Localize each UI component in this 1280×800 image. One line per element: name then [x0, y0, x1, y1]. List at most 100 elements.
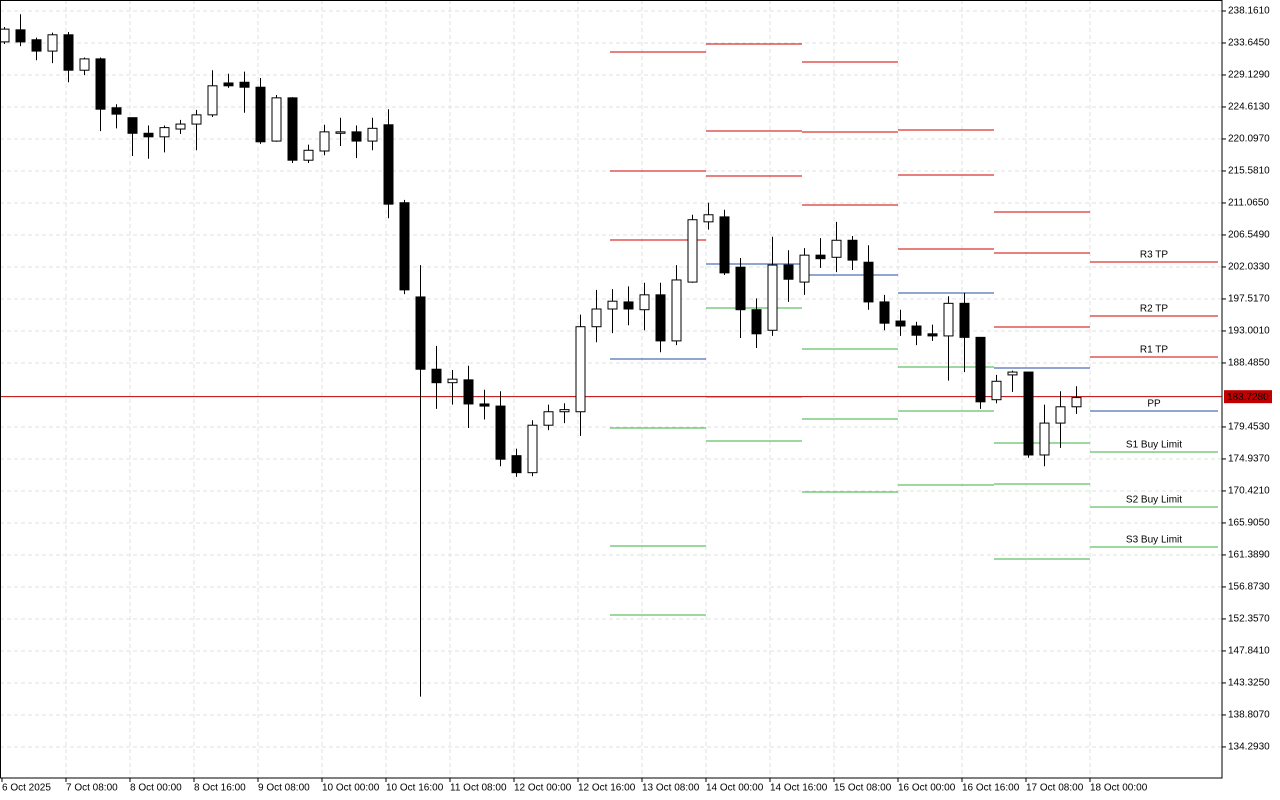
candle-body — [15, 29, 26, 43]
y-tick-label: 147.8410 — [1228, 646, 1270, 657]
candle-body — [63, 34, 74, 71]
candle-body — [895, 320, 906, 327]
candle-body — [831, 239, 842, 258]
y-tick-label: 202.0330 — [1228, 262, 1270, 273]
candle-body — [31, 39, 42, 52]
candle-body — [495, 405, 506, 460]
y-tick-label: 143.3250 — [1228, 678, 1270, 689]
candle-body — [479, 403, 490, 407]
candle-body — [159, 127, 170, 138]
candle-body — [751, 309, 762, 335]
candle-body — [223, 82, 234, 87]
x-tick-label: 17 Oct 08:00 — [1026, 783, 1084, 794]
y-tick-label: 229.1290 — [1228, 70, 1270, 81]
pivot-label: R1 TP — [1140, 345, 1168, 356]
y-tick-label: 138.8070 — [1228, 710, 1270, 721]
candle-body — [911, 325, 922, 336]
x-tick-label: 6 Oct 2025 — [2, 783, 51, 794]
candle-body — [79, 58, 90, 71]
candle-body — [335, 131, 346, 134]
y-tick-label: 206.5490 — [1228, 230, 1270, 241]
candle-body — [399, 202, 410, 291]
y-tick-label: 197.5170 — [1228, 294, 1270, 305]
candle-body — [671, 279, 682, 342]
candle-body — [655, 294, 666, 342]
candle-body — [271, 97, 282, 142]
y-tick-label: 193.0010 — [1228, 326, 1270, 337]
candle-body — [591, 308, 602, 328]
candle-body — [527, 424, 538, 474]
y-tick-label: 156.8730 — [1228, 582, 1270, 593]
candle-body — [255, 86, 266, 143]
y-tick-label: 165.9050 — [1228, 518, 1270, 529]
candle-body — [1055, 406, 1066, 424]
x-tick-label: 14 Oct 00:00 — [706, 783, 764, 794]
candle-body — [127, 117, 138, 134]
x-tick-label: 12 Oct 16:00 — [578, 783, 636, 794]
candle-body — [719, 216, 730, 274]
pivot-label: S3 Buy Limit — [1126, 535, 1182, 546]
candle-body — [1071, 397, 1082, 408]
candle-body — [783, 264, 794, 280]
y-tick-label: 188.4850 — [1228, 358, 1270, 369]
candle-body — [1039, 422, 1050, 456]
candle-body — [415, 296, 426, 370]
candle-body — [383, 124, 394, 205]
candle-body — [95, 58, 106, 110]
x-tick-label: 8 Oct 16:00 — [194, 783, 246, 794]
candle-body — [1023, 371, 1034, 456]
candle-body — [143, 132, 154, 138]
candle-body — [111, 107, 122, 115]
candle-body — [847, 239, 858, 261]
x-tick-label: 9 Oct 08:00 — [258, 783, 310, 794]
x-tick-label: 12 Oct 00:00 — [514, 783, 572, 794]
candle-body — [863, 261, 874, 303]
x-tick-label: 16 Oct 16:00 — [962, 783, 1020, 794]
candle-body — [287, 97, 298, 161]
axes-layer: 238.1610 233.6450 229.1290 224.6130 220.0970… — [1, 6, 1272, 794]
x-tick-label: 14 Oct 16:00 — [770, 783, 828, 794]
marks-layer: R3 TP R2 TP R1 TP PP S1 Buy Limit S2 Buy Limi… — [0, 14, 1222, 697]
candle-body — [239, 81, 250, 88]
candle-body — [303, 149, 314, 161]
y-tick-label: 170.4210 — [1228, 486, 1270, 497]
candle-body — [463, 379, 474, 405]
candle-body — [975, 336, 986, 403]
candle-body — [767, 264, 778, 331]
x-tick-label: 15 Oct 08:00 — [834, 783, 892, 794]
pivot-label: R2 TP — [1140, 304, 1168, 315]
candle-body — [367, 127, 378, 142]
candle-body — [687, 219, 698, 283]
x-tick-label: 16 Oct 00:00 — [898, 783, 956, 794]
x-tick-label: 18 Oct 00:00 — [1090, 783, 1148, 794]
candle-body — [559, 409, 570, 413]
x-tick-label: 10 Oct 00:00 — [322, 783, 380, 794]
candle-body — [799, 254, 810, 283]
pivot-label: S2 Buy Limit — [1126, 495, 1182, 506]
candle-body — [815, 254, 826, 260]
candle-body — [959, 302, 970, 338]
x-tick-label: 8 Oct 00:00 — [130, 783, 182, 794]
y-tick-label: 174.9370 — [1228, 454, 1270, 465]
pivot-label: S1 Buy Limit — [1126, 440, 1182, 451]
x-tick-label: 11 Oct 08:00 — [450, 783, 507, 794]
candle-body — [543, 411, 554, 426]
candle-body — [991, 380, 1002, 401]
y-tick-label: 161.3890 — [1228, 550, 1270, 561]
candle-body — [607, 300, 618, 310]
x-tick-label: 13 Oct 08:00 — [642, 783, 700, 794]
candle-body — [511, 455, 522, 474]
y-tick-label: 224.6130 — [1228, 102, 1270, 113]
plot-frame — [0, 0, 1223, 779]
y-tick-label: 233.6450 — [1228, 38, 1270, 49]
grid-layer — [0, 0, 1222, 778]
candle-body — [943, 302, 954, 337]
candle-body — [1007, 371, 1018, 376]
candle-body — [879, 301, 890, 324]
candle-body — [0, 28, 10, 43]
candle-body — [207, 85, 218, 116]
pivot-label: R3 TP — [1140, 250, 1168, 261]
